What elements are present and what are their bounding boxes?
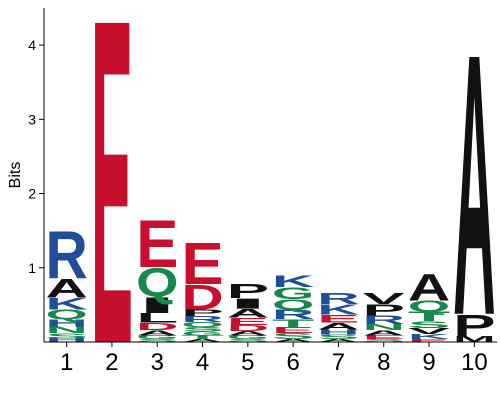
- x-tick-label: 2: [105, 349, 118, 376]
- logo-letter-a: A: [227, 306, 269, 320]
- logo-letter-s: S: [227, 338, 269, 343]
- logo-letter-g: G: [227, 334, 269, 340]
- x-tick-label: 8: [377, 349, 390, 376]
- logo-letter-e: E: [272, 326, 314, 335]
- logo-letter-t: T: [181, 335, 223, 341]
- logo-letter-e: E: [136, 205, 178, 282]
- logo-letter-s: S: [136, 338, 178, 343]
- x-tick-label: 7: [332, 349, 345, 376]
- logo-letter-r: R: [181, 314, 223, 323]
- logo-letter-k: K: [317, 302, 360, 318]
- x-tick-label: 5: [241, 349, 254, 376]
- logo-letter-p: P: [363, 301, 405, 318]
- logo-letter-s: S: [363, 338, 405, 343]
- logo-letter-n: N: [363, 323, 405, 332]
- logo-letter-a: A: [227, 330, 269, 337]
- logo-letter-a: A: [181, 338, 223, 343]
- y-tick-label: 3: [28, 111, 36, 127]
- logo-letter-v: V: [408, 326, 450, 335]
- logo-letter-k: K: [46, 295, 88, 313]
- logo-letter-q: Q: [272, 297, 314, 313]
- y-tick-label: 4: [28, 37, 36, 53]
- logo-letter-q: Q: [46, 307, 88, 322]
- y-axis-label: Bits: [7, 162, 24, 189]
- logo-letter-l: L: [136, 311, 178, 326]
- logo-letter-d: D: [136, 321, 178, 333]
- logo-letter-e: E: [181, 231, 223, 298]
- logo-letter-a: A: [317, 321, 359, 331]
- logo-letter-g: G: [136, 334, 178, 340]
- y-tick-label: 2: [28, 186, 36, 202]
- logo-letter-h: H: [46, 337, 88, 343]
- logo-letter-q: Q: [136, 260, 178, 306]
- logo-letter-e: E: [227, 316, 269, 328]
- logo-letter-q: Q: [181, 321, 223, 329]
- y-tick-label: 1: [28, 260, 36, 276]
- logo-letter-d: D: [227, 323, 269, 332]
- logo-letter-s: S: [408, 320, 450, 330]
- logo-letter-p: P: [227, 279, 269, 302]
- x-tick-label: 3: [151, 349, 164, 376]
- logo-stack-2: E: [91, 0, 133, 400]
- logo-letter-p: P: [453, 308, 495, 343]
- logo-letter-a: A: [136, 329, 178, 337]
- y-axis: 1 2 3 4: [28, 8, 45, 342]
- logo-letter-p: P: [181, 308, 223, 318]
- x-tick-label: 9: [422, 349, 435, 376]
- logo-letter-s: S: [181, 326, 223, 333]
- logo-letter-r: R: [363, 313, 405, 327]
- x-axis: 1 2 3 4 5 6 7 8 9 10: [44, 341, 497, 376]
- logo-letter-g: G: [181, 331, 223, 337]
- logo-letter-e: E: [363, 334, 405, 340]
- logo-letter-e: E: [91, 0, 133, 400]
- logo-letter-m: M: [453, 335, 495, 344]
- x-tick-label: 6: [286, 349, 299, 376]
- logo-letter-s: S: [46, 332, 88, 340]
- logo-letter-r: R: [317, 290, 359, 307]
- logo-letter-a: A: [453, 0, 495, 393]
- logo-letter-k: K: [272, 273, 314, 291]
- logo-letter-e: E: [408, 338, 450, 343]
- logo-letter-q: Q: [408, 298, 450, 315]
- logo-letter-a: A: [363, 329, 405, 337]
- x-tick-label: 1: [60, 349, 73, 376]
- logo-letter-r: R: [272, 307, 314, 322]
- logo-letter-g: G: [272, 284, 314, 302]
- logo-letter-r: R: [46, 218, 88, 293]
- x-tick-label: 4: [196, 349, 209, 376]
- logo-letter-t: T: [408, 309, 450, 324]
- logo-letter-h: H: [46, 317, 88, 329]
- logo-letter-s: S: [272, 332, 314, 341]
- logo-letter-s: S: [317, 333, 359, 340]
- logo-letter-v: V: [363, 290, 406, 307]
- logo-letter-n: N: [46, 325, 88, 335]
- logo-letter-d: D: [181, 278, 223, 317]
- logo-letter-h: H: [317, 328, 359, 336]
- logo-letter-k: K: [408, 332, 450, 340]
- logo-letter-i: I: [136, 293, 178, 318]
- logo-letter-a: A: [408, 266, 450, 308]
- logo-letter-a: A: [272, 338, 314, 343]
- logo-letter-a: A: [317, 338, 359, 343]
- logo-letter-e: E: [317, 312, 359, 325]
- logo-letter-a: A: [46, 273, 88, 303]
- x-tick-label: 10: [461, 349, 488, 376]
- logo-letter-t: T: [272, 317, 314, 330]
- logo-letter-i: I: [227, 296, 269, 312]
- logo-stack-10: MPA: [453, 0, 495, 393]
